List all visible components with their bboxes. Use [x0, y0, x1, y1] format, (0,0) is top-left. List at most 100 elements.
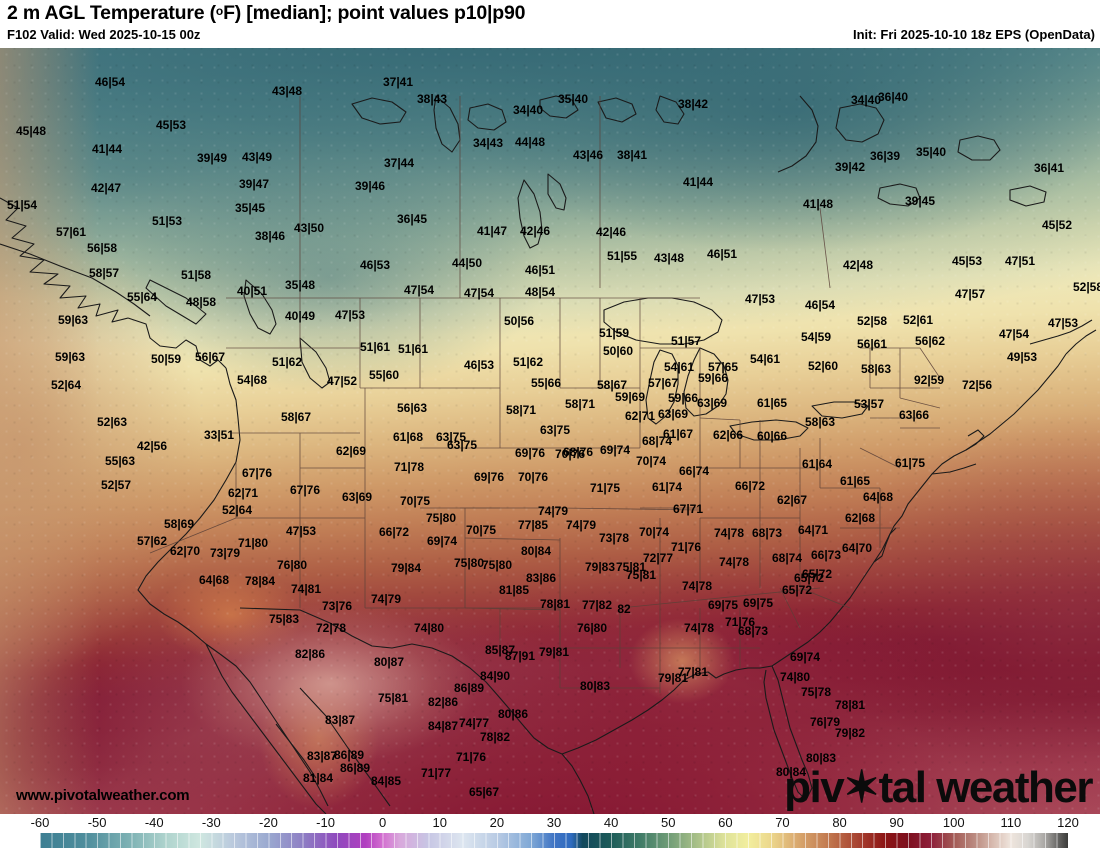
point-value-label: 36|41	[1033, 161, 1065, 175]
point-value-label: 74|79	[565, 518, 597, 532]
point-value-label: 66|74	[678, 464, 710, 478]
brand-part-a: piv	[784, 763, 845, 812]
point-value-label: 69|74	[599, 443, 631, 457]
point-value-label: 54|61	[749, 352, 781, 366]
point-value-label: 38|43	[416, 92, 448, 106]
point-value-label: 58|67	[596, 378, 628, 392]
point-value-label: 56|61	[856, 337, 888, 351]
point-value-label: 52|63	[96, 415, 128, 429]
point-value-label: 66|73	[810, 548, 842, 562]
colorbar-tick: 50	[660, 815, 676, 830]
point-value-label: 44|48	[514, 135, 546, 149]
point-value-label: 74|80	[779, 670, 811, 684]
point-value-label: 34|40	[850, 93, 882, 107]
valid-time-label: F102 Valid: Wed 2025-10-15 00z	[7, 27, 201, 42]
point-value-label: 46|54	[804, 298, 836, 312]
point-value-label: 72|77	[642, 551, 674, 565]
point-value-label: 65|72	[781, 583, 813, 597]
point-value-label: 80|83	[579, 679, 611, 693]
point-value-label: 68|73	[737, 624, 769, 638]
point-value-label: 79|84	[390, 561, 422, 575]
point-value-label: 70|74	[638, 525, 670, 539]
point-value-label: 79|82	[834, 726, 866, 740]
colorbar-tick: 70	[775, 815, 790, 830]
point-value-label: 69|75	[742, 596, 774, 610]
point-value-label: 70|75	[399, 494, 431, 508]
point-value-label: 45|52	[1041, 218, 1073, 232]
point-value-label: 41|44	[682, 175, 714, 189]
point-value-label: 56|58	[86, 241, 118, 255]
point-value-label: 74|81	[290, 582, 322, 596]
point-value-label: 56|67	[194, 350, 226, 364]
colorbar-tick: -20	[259, 815, 278, 830]
point-value-label: 74|80	[413, 621, 445, 635]
point-value-label: 74|78	[683, 621, 715, 635]
point-value-label: 72|56	[961, 378, 993, 392]
point-value-label: 74|79	[370, 592, 402, 606]
point-value-label: 61|64	[801, 457, 833, 471]
colorbar-tick: 30	[546, 815, 562, 830]
point-value-label: 67|76	[241, 466, 273, 480]
point-value-label: 42|56	[136, 439, 168, 453]
point-value-label: 63|75	[446, 438, 478, 452]
point-value-label: 61|74	[651, 480, 683, 494]
point-value-label: 75|80	[425, 511, 457, 525]
point-value-label: 52|58	[1072, 280, 1100, 294]
point-value-label: 66|72	[734, 479, 766, 493]
point-value-label: 42|47	[90, 181, 122, 195]
point-value-label: 78|84	[244, 574, 276, 588]
map-viewport[interactable]: 46|54 45|48 41|44 45|53 42|47 51|54 57|61 56|58…	[0, 48, 1100, 814]
point-value-label: 70|76	[554, 447, 586, 461]
point-value-label: 53|57	[853, 397, 885, 411]
point-value-label: 75|80	[481, 558, 513, 572]
point-value-label: 52|64	[50, 378, 82, 392]
point-value-label: 33|51	[203, 428, 235, 442]
point-value-label: 58|71	[505, 403, 537, 417]
point-value-label: 61|68	[392, 430, 424, 444]
point-value-label: 71|80	[237, 536, 269, 550]
point-value-label: 46|51	[524, 263, 556, 277]
point-value-label: 65|67	[468, 785, 500, 799]
point-value-label: 70|76	[517, 470, 549, 484]
point-value-label: 37|41	[382, 75, 414, 89]
point-value-label: 40|49	[284, 309, 316, 323]
point-value-label: 41|44	[91, 142, 123, 156]
point-value-label: 63|69	[657, 407, 689, 421]
point-value-label: 51|57	[670, 334, 702, 348]
point-value-label: 41|47	[476, 224, 508, 238]
point-value-label: 78|81	[539, 597, 571, 611]
point-value-label: 83|87	[324, 713, 356, 727]
point-value-label: 81|84	[302, 771, 334, 785]
point-value-label: 51|59	[598, 326, 630, 340]
colorbar-strip[interactable]	[40, 833, 1068, 848]
point-value-label: 59|63	[54, 350, 86, 364]
point-value-label: 63|69	[341, 490, 373, 504]
point-value-label: 50|59	[150, 352, 182, 366]
point-value-label: 47|53	[285, 524, 317, 538]
colorbar-tick: 90	[889, 815, 904, 830]
point-value-label: 43|50	[293, 221, 325, 235]
point-value-label: 56|63	[396, 401, 428, 415]
point-value-label: 42|46	[519, 224, 551, 238]
point-value-label: 66|72	[378, 525, 410, 539]
point-value-label: 42|46	[595, 225, 627, 239]
point-value-label: 45|48	[15, 124, 47, 138]
point-value-label: 75|81	[377, 691, 409, 705]
point-value-label: 81|85	[498, 583, 530, 597]
point-value-label: 85|87	[484, 643, 516, 657]
point-value-label: 55|63	[104, 454, 136, 468]
point-value-label: 79|81	[657, 671, 689, 685]
point-value-label: 68|76	[562, 445, 594, 459]
colorbar-tick: 100	[942, 815, 965, 830]
colorbar-tick: 10	[432, 815, 447, 830]
star-icon: ✶	[843, 763, 880, 812]
degree-symbol: o	[215, 4, 224, 18]
point-value-label: 54|59	[800, 330, 832, 344]
point-value-label: 37|44	[383, 156, 415, 170]
point-value-label: 61|75	[894, 456, 926, 470]
point-value-label: 46|54	[94, 75, 126, 89]
point-value-label: 35|45	[234, 201, 266, 215]
point-value-label: 78|81	[834, 698, 866, 712]
point-value-label: 84|90	[479, 669, 511, 683]
point-value-label: 83|86	[525, 571, 557, 585]
